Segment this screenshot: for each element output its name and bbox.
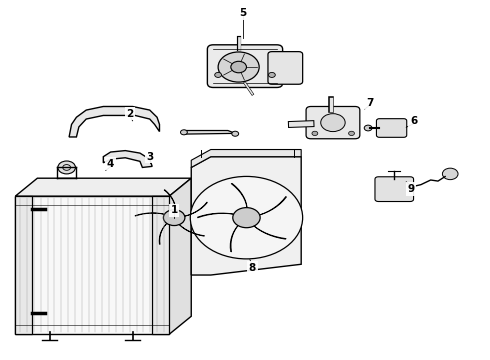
Polygon shape	[254, 226, 286, 239]
Text: 7: 7	[366, 98, 373, 108]
Polygon shape	[152, 196, 169, 334]
Polygon shape	[15, 178, 191, 196]
Circle shape	[58, 161, 75, 174]
Circle shape	[231, 61, 246, 73]
Circle shape	[442, 168, 458, 180]
Polygon shape	[230, 225, 238, 252]
Circle shape	[233, 208, 260, 228]
Text: 4: 4	[107, 159, 114, 169]
Text: 1: 1	[171, 206, 178, 216]
Polygon shape	[260, 197, 287, 215]
FancyBboxPatch shape	[375, 177, 414, 202]
Polygon shape	[184, 131, 235, 134]
FancyBboxPatch shape	[306, 107, 360, 139]
Circle shape	[348, 131, 354, 135]
Circle shape	[180, 130, 187, 135]
Polygon shape	[191, 157, 301, 275]
Text: 9: 9	[408, 184, 415, 194]
Polygon shape	[159, 223, 167, 244]
FancyBboxPatch shape	[207, 45, 283, 87]
Polygon shape	[135, 213, 165, 216]
Circle shape	[269, 72, 275, 77]
Polygon shape	[185, 202, 207, 216]
Circle shape	[312, 131, 318, 135]
Circle shape	[232, 131, 239, 136]
Text: 5: 5	[239, 8, 246, 18]
Circle shape	[190, 176, 303, 259]
Text: 6: 6	[410, 116, 417, 126]
Circle shape	[215, 72, 221, 77]
Polygon shape	[164, 190, 175, 210]
Polygon shape	[15, 196, 169, 334]
Polygon shape	[103, 150, 152, 167]
Polygon shape	[169, 178, 191, 334]
Polygon shape	[191, 149, 301, 167]
FancyBboxPatch shape	[268, 51, 303, 84]
Polygon shape	[69, 107, 159, 137]
Circle shape	[218, 52, 259, 82]
Text: 3: 3	[146, 152, 153, 162]
Polygon shape	[15, 196, 32, 334]
FancyBboxPatch shape	[376, 119, 407, 137]
Circle shape	[321, 114, 345, 132]
Text: 8: 8	[249, 263, 256, 273]
Text: 2: 2	[126, 109, 134, 119]
Polygon shape	[231, 183, 247, 208]
Circle shape	[163, 210, 185, 226]
Polygon shape	[179, 225, 204, 236]
Circle shape	[364, 125, 372, 131]
Polygon shape	[197, 213, 234, 218]
